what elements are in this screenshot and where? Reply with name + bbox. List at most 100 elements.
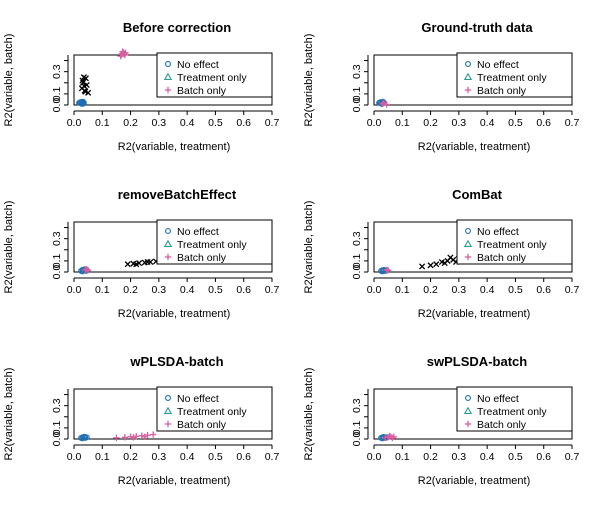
legend-marker-shape [165,228,171,234]
legend-label: Treatment only [477,406,547,418]
y-tick-label: 0.0 [51,265,63,280]
x-tick-label: 0.4 [480,117,495,129]
y-tick-label: 0.3 [51,398,63,413]
data-points [76,48,129,107]
legend-marker [463,72,473,80]
data-point-b [447,254,454,261]
y-axis: 0.00.1 0.3 [51,389,69,446]
legend-marker [164,253,172,261]
x-tick-label: 0.7 [565,284,580,296]
legend-label: Treatment only [477,239,547,251]
data-point [81,433,88,440]
legend-label: Batch only [477,419,527,431]
data-point-shape [80,100,87,107]
data-point [150,431,157,438]
legend-marker [163,406,173,414]
panel-title: removeBatchEffect [118,187,237,202]
data-points [78,256,171,275]
legend-marker [463,239,473,247]
y-axis-label: R2(variable, batch) [303,368,315,461]
x-axis-label: R2(variable, treatment) [118,475,231,487]
x-tick-label: 0.0 [67,284,82,296]
legend-marker [465,395,471,401]
y-axis-label: R2(variable, batch) [303,34,315,127]
y-axis-label: R2(variable, batch) [303,201,315,294]
legend-marker [163,72,173,80]
y-tick-label: 0.3 [351,64,363,79]
legend-marker [464,86,472,94]
data-point-b [427,262,434,269]
data-point [121,434,129,441]
x-tick-label: 0.4 [480,284,495,296]
legend-marker-shape [465,61,471,67]
y-axis: 0.00.1 0.3 [351,389,369,446]
x-tick-label: 0.6 [236,117,251,129]
panel-title: Ground-truth data [421,20,533,35]
data-point-shape [81,433,88,440]
x-tick-label: 0.3 [452,451,467,463]
x-tick-label: 0.0 [367,284,382,296]
legend-marker [165,395,171,401]
x-tick-label: 0.4 [180,451,195,463]
y-axis-label: R2(variable, batch) [3,34,15,127]
legend-marker [165,228,171,234]
legend-label: No effect [477,226,519,238]
y-tick-label: 0.1 [351,86,363,101]
legend-box [156,219,273,265]
x-tick-label: 0.1 [95,284,110,296]
x-tick-label: 0.6 [236,284,251,296]
data-point [133,433,140,440]
legend-marker-shape [163,239,173,247]
data-point-b [81,83,88,90]
x-tick-label: 0.5 [208,284,223,296]
y-tick-label: 0.1 [51,86,63,101]
legend-label: Treatment only [477,72,547,84]
y-tick-label: 0.1 [51,420,63,435]
data-point [118,51,125,58]
legend-marker [464,420,472,428]
x-tick-label: 0.4 [180,117,195,129]
legend-label: No effect [177,226,219,238]
data-point [427,262,434,269]
x-tick-label: 0.2 [123,117,138,129]
data-point [386,433,393,440]
y-tick-label: 0.0 [351,98,363,113]
panel-title: swPLSDA-batch [427,354,527,369]
data-point [124,261,131,268]
data-point [130,434,137,441]
data-point [113,434,120,442]
x-tick-label: 0.7 [265,451,280,463]
legend-marker [165,61,171,67]
x-axis-label: R2(variable, treatment) [118,308,231,320]
x-axis: 0.0 0.1 0.2 0.3 0.4 0.5 0.6 0.7 [367,444,579,463]
x-tick-label: 0.5 [508,451,523,463]
data-point [80,100,87,107]
y-tick-label: 0.0 [351,265,363,280]
legend-marker [465,228,471,234]
data-point-b [79,77,86,84]
data-point-b [79,79,87,86]
data-point [84,267,92,274]
y-tick-label: 0.3 [351,231,363,246]
panel-title: Before correction [123,20,231,35]
y-axis: 0.00.1 0.3 [51,55,69,112]
legend-box [456,219,573,265]
x-tick-label: 0.7 [565,117,580,129]
data-point-shape [379,268,386,275]
data-point [441,260,448,267]
legend-box [156,52,273,98]
legend-marker [164,420,172,428]
x-tick-label: 0.7 [265,117,280,129]
legend-marker-shape [465,395,471,401]
x-tick-label: 0.3 [452,117,467,129]
x-axis: 0.0 0.1 0.2 0.3 0.4 0.5 0.6 0.7 [67,444,280,463]
